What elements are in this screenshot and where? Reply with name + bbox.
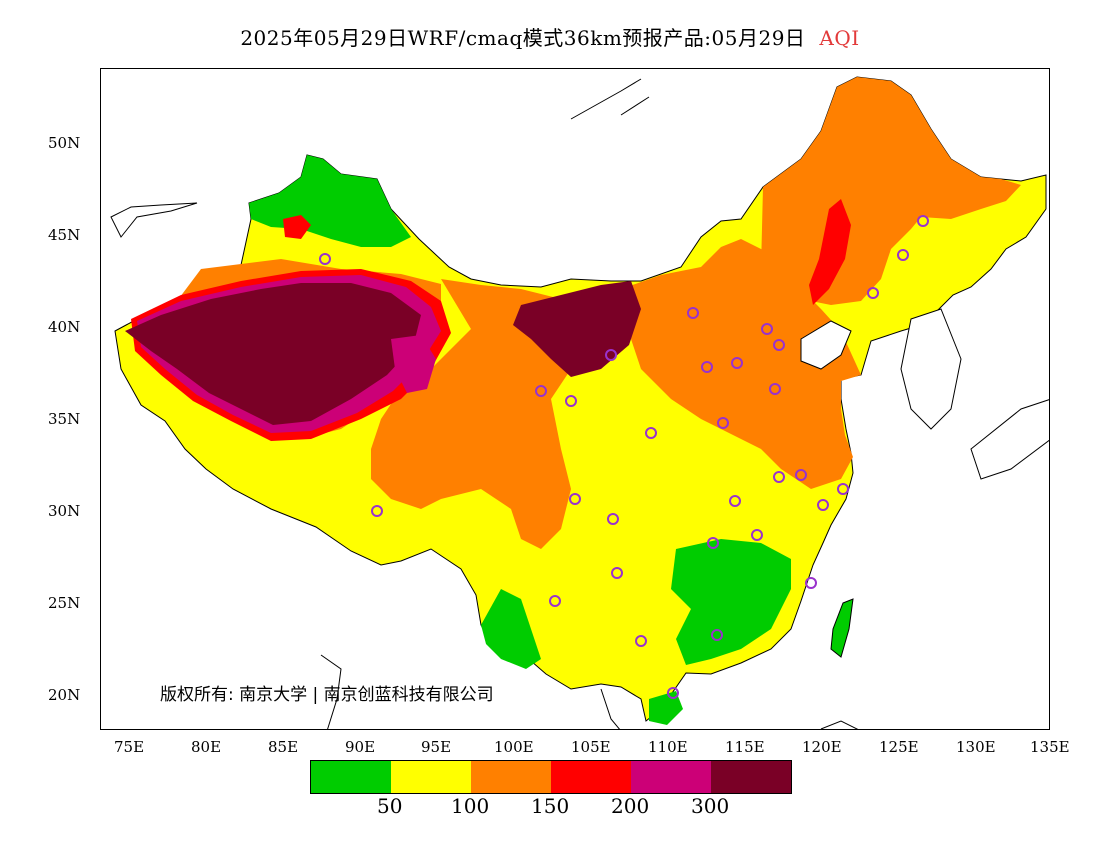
legend-swatch [711, 761, 791, 793]
aqi-green-hainan [649, 691, 683, 725]
station-marker [717, 417, 729, 429]
station-marker [569, 493, 581, 505]
station-marker [769, 383, 781, 395]
coastline-bohai [800, 320, 852, 370]
station-marker [635, 635, 647, 647]
lat-label-25n: 25N [48, 594, 81, 612]
coastline-japan [970, 399, 1049, 480]
station-marker [319, 253, 331, 265]
aqi-green-taiwan [830, 598, 854, 658]
legend-swatch [311, 761, 391, 793]
station-marker [773, 471, 785, 483]
copyright-text: 版权所有: 南京大学 | 南京创蓝科技有限公司 [160, 685, 494, 705]
station-marker [773, 339, 785, 351]
station-marker [795, 469, 807, 481]
lon-label-100e: 100E [494, 738, 534, 756]
aqi-maroon-inner-mongolia [513, 281, 641, 377]
legend-label-100: 100 [451, 794, 490, 818]
station-marker [805, 577, 817, 589]
station-marker [701, 361, 713, 373]
aqi-orange-west-central [371, 279, 581, 549]
color-legend [310, 760, 792, 794]
coastline-sakhalin [570, 78, 650, 120]
legend-label-150: 150 [531, 794, 570, 818]
station-marker [607, 513, 619, 525]
station-marker [707, 537, 719, 549]
lon-label-105e: 105E [571, 738, 611, 756]
aqi-purple-qaidam [391, 335, 436, 393]
station-marker [667, 687, 679, 699]
station-marker [817, 499, 829, 511]
lon-label-115e: 115E [725, 738, 765, 756]
lon-label-80e: 80E [191, 738, 222, 756]
station-marker [711, 629, 723, 641]
station-marker [371, 505, 383, 517]
aqi-red-east-plume [809, 199, 851, 305]
title-variable: AQI [819, 26, 860, 50]
station-marker [549, 595, 561, 607]
lon-label-135e: 135E [1030, 738, 1070, 756]
station-marker [751, 529, 763, 541]
lon-label-130e: 130E [956, 738, 996, 756]
map-title: 2025年05月29日WRF/cmaq模式36km预报产品:05月29日 AQI [0, 22, 1100, 51]
title-main: 2025年05月29日WRF/cmaq模式36km预报产品:05月29日 [240, 26, 806, 50]
aqi-map [110, 76, 1049, 729]
legend-swatch [391, 761, 471, 793]
coastline-southeast-asia [320, 654, 859, 729]
station-marker [605, 349, 617, 361]
station-marker [611, 567, 623, 579]
legend-swatch [551, 761, 631, 793]
legend-label-50: 50 [377, 794, 403, 818]
lat-label-45n: 45N [48, 226, 81, 244]
lat-label-40n: 40N [48, 318, 81, 336]
lat-label-20n: 20N [48, 686, 81, 704]
station-marker [687, 307, 699, 319]
aqi-green-south [671, 539, 791, 665]
lon-label-125e: 125E [879, 738, 919, 756]
station-marker [867, 287, 879, 299]
lon-label-90e: 90E [345, 738, 376, 756]
station-marker [565, 395, 577, 407]
station-markers [319, 215, 929, 699]
lon-label-95e: 95E [421, 738, 452, 756]
legend-swatch [471, 761, 551, 793]
aqi-green-southwest [481, 589, 541, 669]
lon-label-75e: 75E [114, 738, 145, 756]
lon-label-120e: 120E [802, 738, 842, 756]
coastline-lake-balkhash [110, 202, 198, 238]
station-marker [645, 427, 657, 439]
station-marker [897, 249, 909, 261]
aqi-red-hotspot-xinjiang [283, 215, 311, 239]
lat-label-35n: 35N [48, 410, 81, 428]
station-marker [729, 495, 741, 507]
lon-label-85e: 85E [268, 738, 299, 756]
map-plot-area [100, 68, 1050, 730]
station-marker [535, 385, 547, 397]
legend-swatch [631, 761, 711, 793]
legend-label-300: 300 [691, 794, 730, 818]
legend-label-200: 200 [611, 794, 650, 818]
lon-label-110e: 110E [648, 738, 688, 756]
coastline-korea [900, 308, 962, 430]
lat-label-30n: 30N [48, 502, 81, 520]
station-marker [917, 215, 929, 227]
lat-label-50n: 50N [48, 134, 81, 152]
station-marker [761, 323, 773, 335]
station-marker [837, 483, 849, 495]
aqi-maroon-taklimakan [125, 283, 421, 425]
station-marker [731, 357, 743, 369]
